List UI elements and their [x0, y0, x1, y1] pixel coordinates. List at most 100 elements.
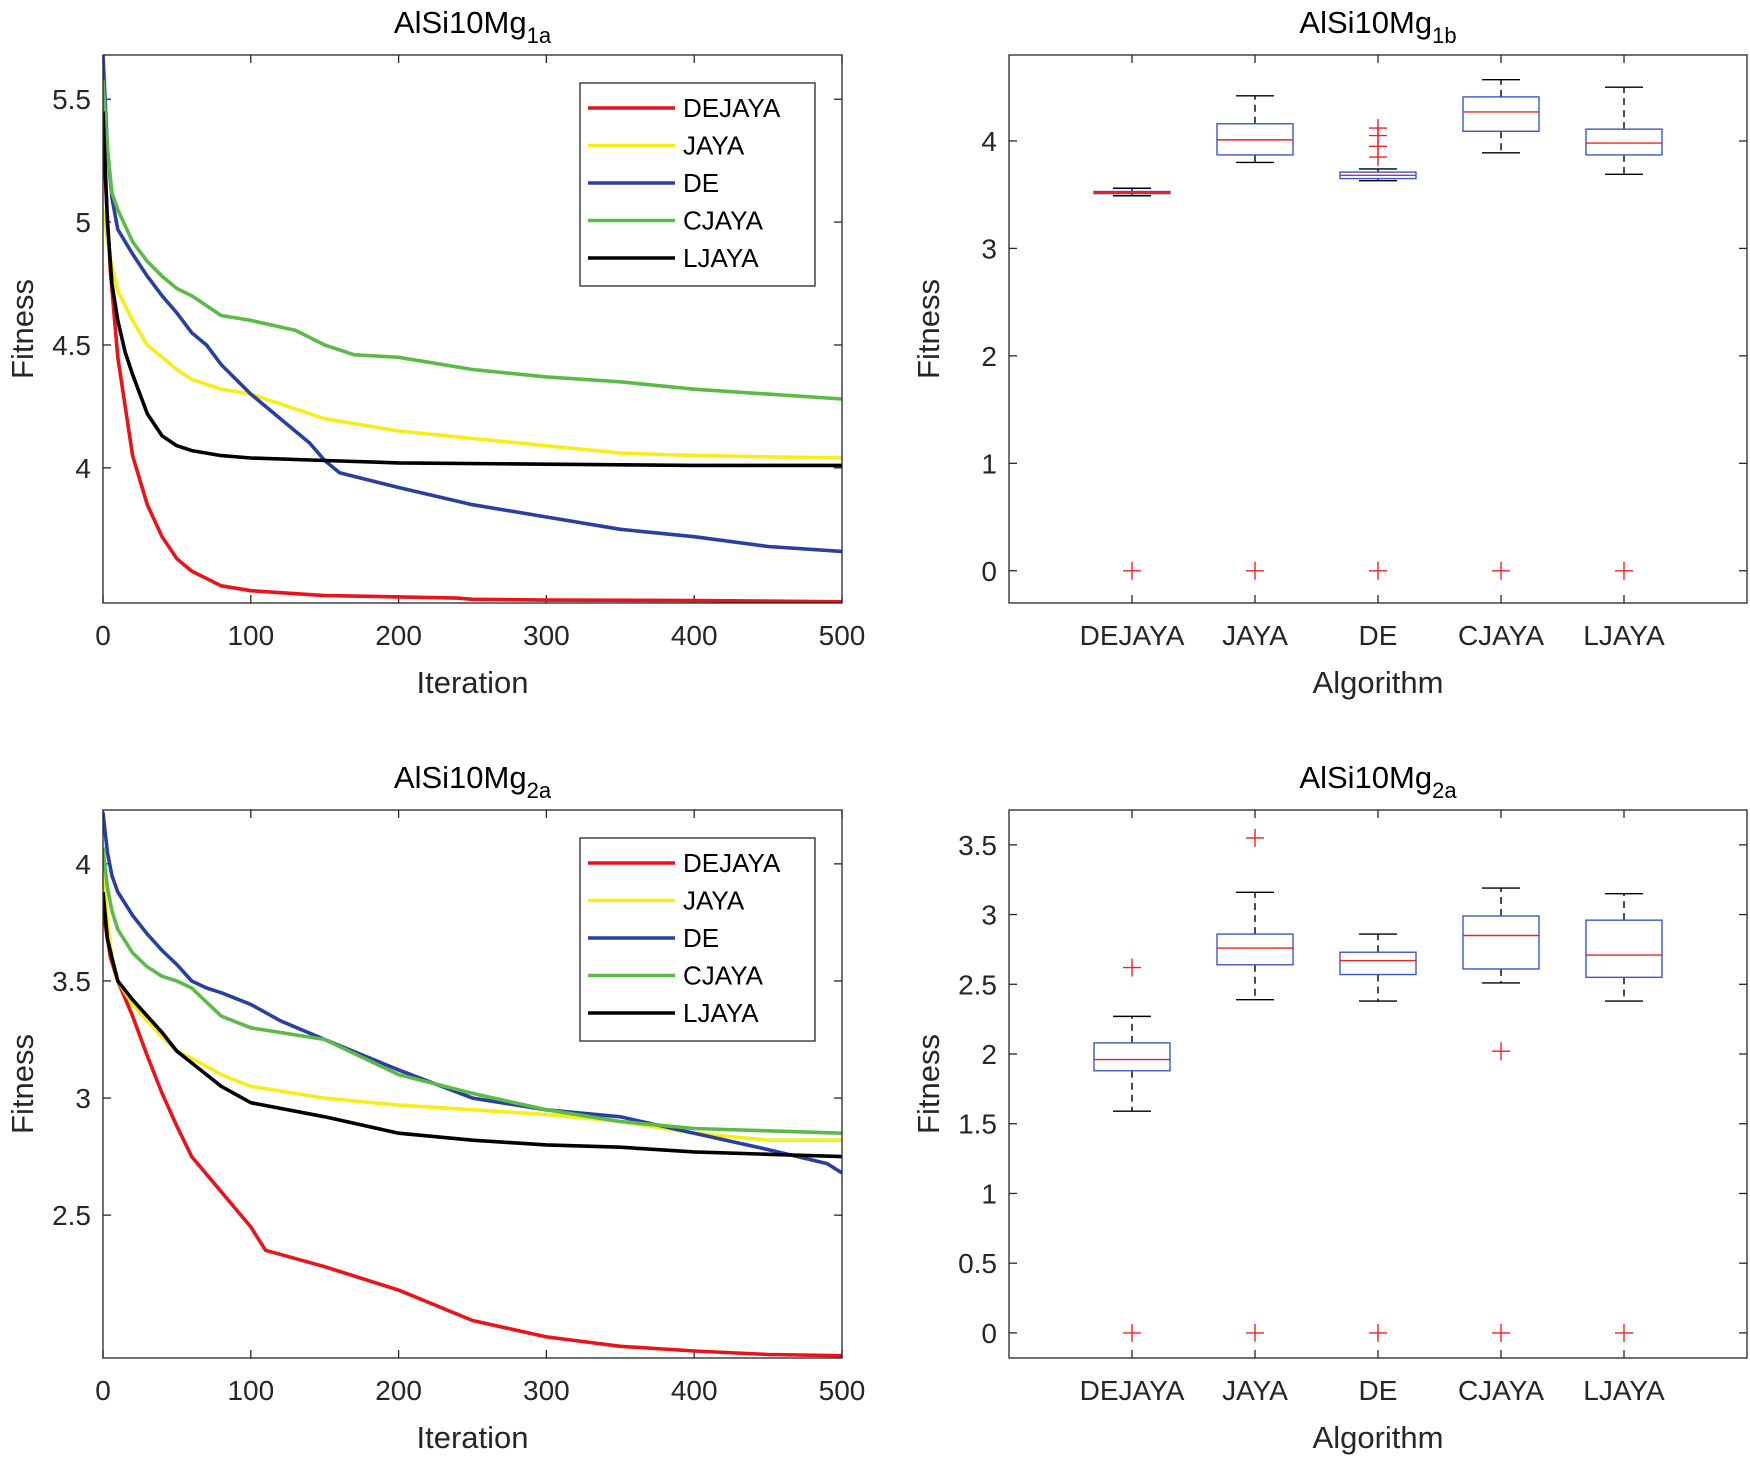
series-line-jaya	[103, 209, 842, 460]
x-axis-label: Algorithm	[1313, 665, 1444, 700]
box-dejaya	[1093, 187, 1171, 580]
y-tick-label: 2.5	[958, 969, 997, 1000]
x-tick-label: CJAYA	[1458, 1375, 1544, 1406]
legend-label-dejaya: DEJAYA	[683, 93, 781, 123]
chart-title-subscript: 2a	[527, 778, 552, 803]
boxplot-2b: AlSi10Mg2a Algorithm Fitness 0 0.5 1 1.5 2 2.5 3 3…	[911, 760, 1748, 1455]
chart-title: AlSi10Mg1a	[394, 5, 552, 48]
outlier-marker	[1246, 561, 1264, 580]
legend-label-de: DE	[683, 168, 719, 198]
y-tick-label: 4	[981, 126, 997, 157]
x-axis-label: Iteration	[416, 1420, 528, 1455]
box-cjaya	[1462, 887, 1540, 1342]
x-tick-label: 400	[671, 620, 718, 651]
iqr-box	[1339, 951, 1417, 976]
x-tick-label: CJAYA	[1458, 620, 1544, 651]
legend-label-de: DE	[683, 923, 719, 953]
y-tick-label: 0	[981, 1318, 997, 1349]
y-tick-label: 2	[981, 1039, 997, 1070]
y-tick-label: 2.5	[52, 1200, 91, 1231]
x-tick-label: DE	[1359, 1375, 1398, 1406]
x-axis-label: Algorithm	[1313, 1420, 1444, 1455]
outlier-marker	[1369, 119, 1387, 138]
box-cjaya	[1462, 79, 1540, 580]
y-axis-label: Fitness	[5, 1034, 40, 1134]
convergence-plot-1a: AlSi10Mg1a Iteration Fitness 4 4.5 5 5.5 0 100 20…	[5, 5, 865, 700]
series-line-cjaya	[103, 847, 842, 1135]
x-tick-label: 500	[819, 620, 866, 651]
y-tick-label: 3.5	[958, 830, 997, 861]
legend: DEJAYA JAYA DE CJAYA LJAYA	[579, 82, 816, 287]
y-tick-label: 0	[981, 556, 997, 587]
outlier-marker	[1123, 1323, 1141, 1342]
x-tick-label: LJAYA	[1583, 1375, 1665, 1406]
y-axis-label: Fitness	[911, 1034, 946, 1134]
x-tick-label: LJAYA	[1583, 620, 1665, 651]
legend-label-dejaya: DEJAYA	[683, 848, 781, 878]
outlier-marker	[1123, 958, 1141, 977]
series-line-de	[103, 55, 842, 554]
x-tick-label: DEJAYA	[1080, 1375, 1185, 1406]
box-ljaya	[1585, 892, 1663, 1342]
iqr-box	[1216, 933, 1294, 966]
legend: DEJAYA JAYA DE CJAYA LJAYA	[579, 837, 816, 1042]
iqr-box	[1585, 128, 1663, 156]
x-tick-label: 200	[375, 620, 422, 651]
chart-title-subscript: 1a	[527, 23, 552, 48]
x-tick-label: 400	[671, 1375, 718, 1406]
iqr-box	[1093, 1042, 1171, 1072]
iqr-box	[1585, 919, 1663, 979]
legend-label-jaya: JAYA	[683, 131, 745, 161]
x-tick-label: 200	[375, 1375, 422, 1406]
y-tick-label: 1.5	[958, 1109, 997, 1140]
y-tick-label: 2	[981, 341, 997, 372]
y-tick-label: 3	[75, 1083, 91, 1114]
x-axis-label: Iteration	[416, 665, 528, 700]
plot-frame	[1008, 54, 1748, 604]
y-tick-label: 1	[981, 1178, 997, 1209]
convergence-plot-2a: AlSi10Mg2a Iteration Fitness 2.5 3 3.5 4 0 100 20…	[5, 760, 865, 1455]
chart-title-main: AlSi10Mg	[394, 5, 527, 40]
box-de	[1339, 119, 1417, 580]
y-tick-label: 4	[75, 453, 91, 484]
outlier-marker	[1246, 1323, 1264, 1342]
iqr-box	[1462, 915, 1540, 970]
box-jaya	[1216, 828, 1294, 1342]
x-tick-label: 0	[95, 620, 111, 651]
chart-title: AlSi10Mg2a	[1299, 760, 1457, 803]
x-tick-label: JAYA	[1222, 620, 1288, 651]
plot-frame	[1008, 809, 1748, 1359]
y-axis-label: Fitness	[5, 279, 40, 379]
series-line-ljaya	[103, 891, 842, 1159]
box-ljaya	[1585, 86, 1663, 580]
chart-title-main: AlSi10Mg	[394, 760, 527, 795]
series-line-dejaya	[103, 910, 842, 1358]
outlier-marker	[1246, 828, 1264, 847]
y-tick-label: 3	[981, 233, 997, 264]
y-axis-label: Fitness	[911, 279, 946, 379]
y-tick-label: 4.5	[52, 330, 91, 361]
chart-title-main: AlSi10Mg	[1299, 760, 1432, 795]
series-line-ljaya	[103, 111, 842, 468]
outlier-marker	[1369, 1323, 1387, 1342]
outlier-marker	[1615, 561, 1633, 580]
legend-label-ljaya: LJAYA	[683, 243, 759, 273]
y-tick-label: 5.5	[52, 84, 91, 115]
box-de	[1339, 933, 1417, 1342]
plot-frame	[102, 809, 843, 1359]
outlier-marker	[1369, 561, 1387, 580]
chart-title: AlSi10Mg1b	[1299, 5, 1456, 48]
chart-title-subscript: 2a	[1432, 778, 1457, 803]
box-jaya	[1216, 95, 1294, 580]
x-tick-label: DEJAYA	[1080, 620, 1185, 651]
boxplot-1b: AlSi10Mg1b Algorithm Fitness 0 1 2 3 4 DEJAYA JAY…	[911, 5, 1748, 700]
outlier-marker	[1492, 1323, 1510, 1342]
y-tick-label: 4	[75, 849, 91, 880]
y-tick-label: 1	[981, 448, 997, 479]
chart-title-subscript: 1b	[1432, 23, 1456, 48]
plot-frame	[102, 54, 843, 604]
x-tick-label: 100	[227, 620, 274, 651]
chart-title: AlSi10Mg2a	[394, 760, 552, 803]
legend-label-cjaya: CJAYA	[683, 961, 764, 991]
